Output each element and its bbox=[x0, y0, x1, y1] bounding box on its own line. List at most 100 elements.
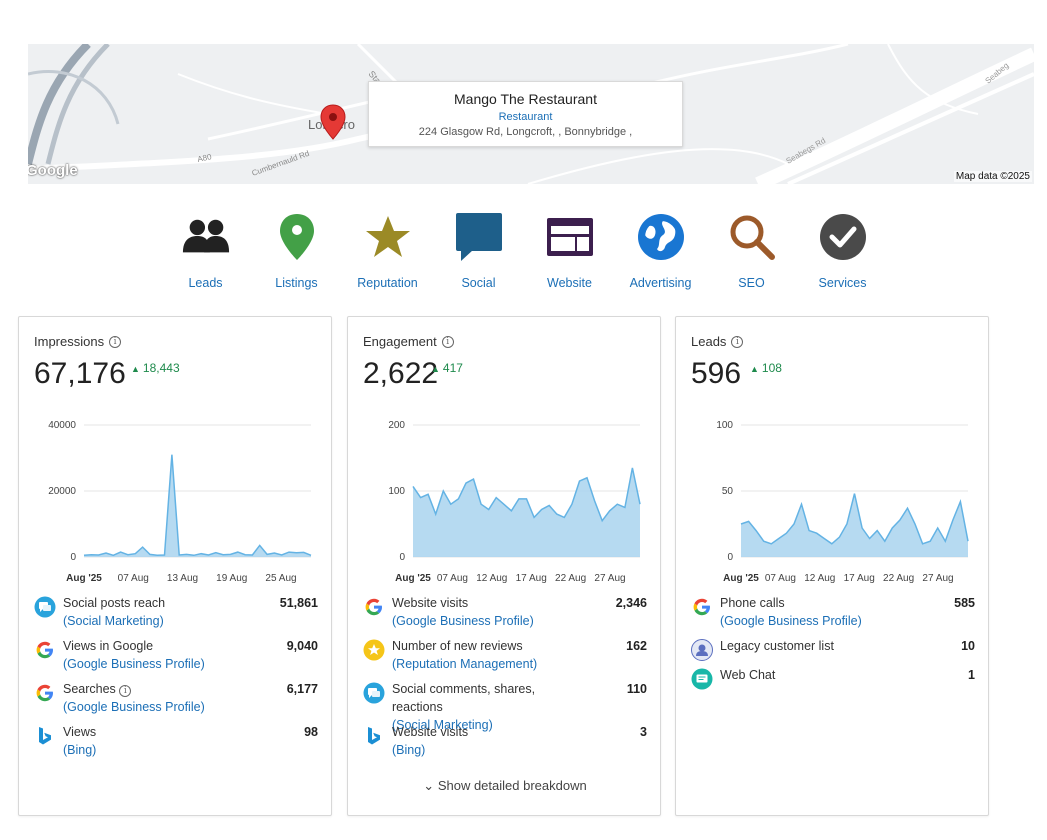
x-tick-label: 07 Aug bbox=[118, 573, 149, 584]
card-title-text: Leads bbox=[691, 334, 727, 349]
metric-source-link[interactable]: (Google Business Profile) bbox=[63, 700, 205, 714]
metric-label-text: Views in Google bbox=[63, 639, 154, 653]
metric-source-link[interactable]: (Social Marketing) bbox=[63, 614, 164, 628]
leads-card: Leads i 596 ▲ 108 0 50 100 Aug '25 07 Aug 12 Aug 17… bbox=[675, 316, 989, 816]
metric-row[interactable]: Views in Google (Google Business Profile)… bbox=[19, 637, 333, 680]
card-delta-value: 18,443 bbox=[142, 361, 180, 375]
x-tick-label: 27 Aug bbox=[922, 573, 953, 584]
metric-row[interactable]: Social comments, shares, reactions (Socia… bbox=[348, 680, 662, 732]
google-icon bbox=[691, 596, 713, 618]
metric-label: Website visits bbox=[392, 594, 647, 612]
card-total-value: 596 bbox=[691, 357, 742, 390]
social-marketing-icon bbox=[363, 682, 385, 704]
info-icon[interactable]: i bbox=[119, 685, 132, 697]
impressions-card: Impressions i 67,176 ▲ 18,443 0 20000 40000 Aug … bbox=[18, 316, 332, 816]
bing-icon bbox=[34, 725, 56, 747]
nav-item-advertising[interactable]: Advertising bbox=[615, 212, 706, 296]
card-title: Leads i bbox=[691, 334, 744, 349]
metric-value: 2,346 bbox=[615, 596, 647, 610]
nav-item-leads[interactable]: Leads bbox=[160, 212, 251, 296]
metric-label: Searches i bbox=[63, 680, 318, 698]
map-attribution[interactable]: Map data ©2025 bbox=[953, 171, 1032, 182]
info-icon[interactable]: i bbox=[109, 335, 122, 348]
metric-row[interactable]: Legacy customer list 10 bbox=[676, 637, 990, 666]
card-delta: ▲ 18,443 bbox=[131, 361, 180, 375]
metric-source-link[interactable]: (Bing) bbox=[63, 743, 97, 757]
x-tick-label: 17 Aug bbox=[516, 573, 547, 584]
x-tick-label: 22 Aug bbox=[555, 573, 586, 584]
metric-source-link[interactable]: (Google Business Profile) bbox=[63, 657, 205, 671]
nav-item-reputation[interactable]: Reputation bbox=[342, 212, 433, 296]
metric-value: 9,040 bbox=[286, 639, 318, 653]
metric-source-link[interactable]: (Reputation Management) bbox=[392, 657, 538, 671]
website-icon bbox=[545, 212, 595, 262]
checkmark-icon bbox=[818, 212, 868, 262]
metric-row[interactable]: Website visits (Google Business Profile) 2… bbox=[348, 594, 662, 637]
card-delta: ▲ 417 bbox=[431, 361, 463, 375]
card-chart[interactable]: 0 100 200 Aug '25 07 Aug 12 Aug 17 Aug 22 Aug 27… bbox=[348, 407, 662, 587]
metric-label-text: Website visits bbox=[392, 596, 469, 610]
google-icon bbox=[363, 596, 385, 618]
y-tick-label: 50 bbox=[722, 486, 734, 497]
x-tick-label: 22 Aug bbox=[883, 573, 914, 584]
card-chart[interactable]: 0 20000 40000 Aug '25 07 Aug 13 Aug 19 Aug 25 A… bbox=[19, 407, 333, 587]
metric-row[interactable]: Phone calls (Google Business Profile) 585 bbox=[676, 594, 990, 637]
metric-source-link[interactable]: (Google Business Profile) bbox=[720, 614, 862, 628]
metric-row[interactable]: Web Chat 1 bbox=[676, 666, 990, 695]
up-arrow-icon: ▲ bbox=[431, 364, 440, 374]
location-map[interactable]: Station Ro Longcro Cumbernauld Rd Seabeg… bbox=[28, 44, 1034, 184]
info-icon[interactable]: i bbox=[441, 335, 454, 348]
metric-label: Legacy customer list bbox=[720, 637, 975, 655]
metric-label-text: Website visits bbox=[392, 725, 469, 739]
y-tick-label: 100 bbox=[716, 420, 733, 431]
y-tick-label: 40000 bbox=[48, 420, 76, 431]
metric-value: 1 bbox=[968, 668, 975, 682]
metric-label-text: Social posts reach bbox=[63, 596, 166, 610]
metric-source-link[interactable]: (Google Business Profile) bbox=[392, 614, 534, 628]
place-info-card: Mango The Restaurant Restaurant 224 Glas… bbox=[368, 81, 683, 147]
y-tick-label: 20000 bbox=[48, 486, 76, 497]
x-tick-label: Aug '25 bbox=[66, 573, 102, 584]
metric-label-text: Number of new reviews bbox=[392, 639, 523, 653]
x-tick-label: Aug '25 bbox=[395, 573, 431, 584]
google-icon bbox=[34, 682, 56, 704]
nav-item-seo[interactable]: SEO bbox=[706, 212, 797, 296]
card-title: Engagement i bbox=[363, 334, 454, 349]
place-address: 224 Glasgow Rd, Longcroft, , Bonnybridge… bbox=[418, 126, 633, 138]
metric-row[interactable]: Social posts reach (Social Marketing) 51,8… bbox=[19, 594, 333, 637]
nav-label: Listings bbox=[275, 276, 318, 290]
metric-row[interactable]: Views (Bing) 98 bbox=[19, 723, 333, 766]
show-breakdown-button[interactable]: ⌄ Show detailed breakdown bbox=[348, 778, 662, 794]
place-category[interactable]: Restaurant bbox=[498, 111, 553, 123]
metric-list: Phone calls (Google Business Profile) 585 L… bbox=[676, 594, 990, 695]
metric-value: 6,177 bbox=[286, 682, 318, 696]
metric-row[interactable]: Searches i (Google Business Profile) 6,177 bbox=[19, 680, 333, 723]
place-name: Mango The Restaurant bbox=[454, 91, 597, 107]
nav-item-listings[interactable]: Listings bbox=[251, 212, 342, 296]
metric-list: Social posts reach (Social Marketing) 51,8… bbox=[19, 594, 333, 766]
map-pin-icon[interactable] bbox=[320, 104, 346, 140]
nav-item-website[interactable]: Website bbox=[524, 212, 615, 296]
metric-source-link[interactable]: (Social Marketing) bbox=[392, 718, 493, 732]
nav-label: Advertising bbox=[629, 276, 692, 290]
metric-source-link[interactable]: (Bing) bbox=[392, 743, 426, 757]
metric-label: Social comments, shares, reactions bbox=[392, 680, 647, 716]
nav-label: SEO bbox=[738, 276, 765, 290]
card-delta-value: 417 bbox=[442, 361, 463, 375]
nav-item-social[interactable]: Social bbox=[433, 212, 524, 296]
card-total-value: 67,176 bbox=[34, 357, 126, 390]
metric-row[interactable]: Number of new reviews (Reputation Managem… bbox=[348, 637, 662, 680]
metric-label-text: Phone calls bbox=[720, 596, 785, 610]
info-icon[interactable]: i bbox=[731, 335, 744, 348]
x-tick-label: 27 Aug bbox=[594, 573, 625, 584]
x-tick-label: 25 Aug bbox=[265, 573, 296, 584]
metric-row[interactable]: Website visits (Bing) 3 bbox=[348, 723, 662, 766]
series-line bbox=[412, 467, 641, 523]
series-area bbox=[84, 454, 311, 557]
up-arrow-icon: ▲ bbox=[750, 364, 759, 374]
street-label: A80 bbox=[197, 152, 213, 164]
nav-item-services[interactable]: Services bbox=[797, 212, 888, 296]
card-delta: ▲ 108 bbox=[750, 361, 782, 375]
card-chart[interactable]: 0 50 100 Aug '25 07 Aug 12 Aug 17 Aug 22 Aug 27 … bbox=[676, 407, 990, 587]
series-line bbox=[83, 454, 312, 557]
